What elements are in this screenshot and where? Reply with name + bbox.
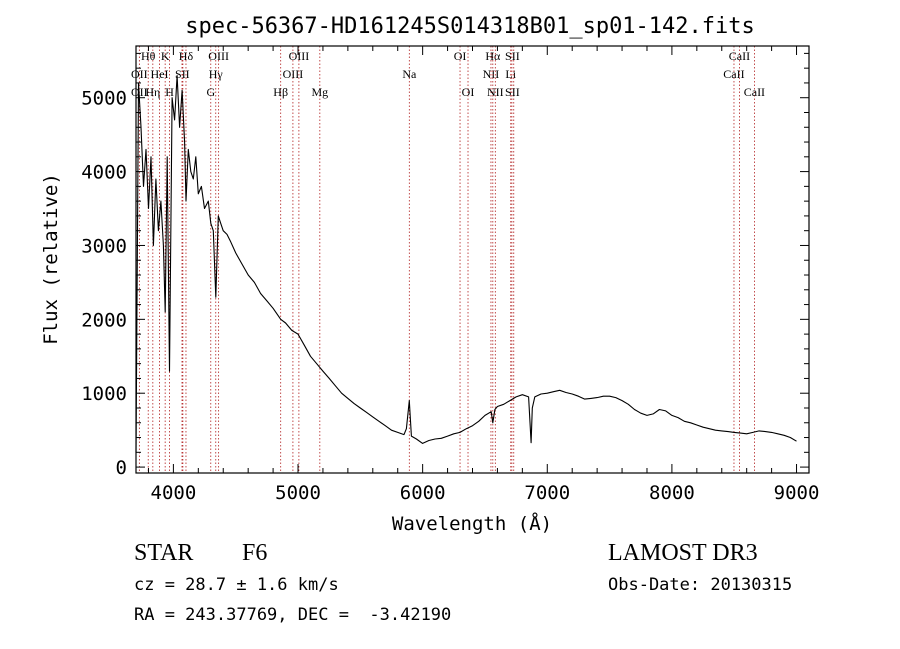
spectrum-series [135,75,797,453]
spectral-line-label: OI [462,85,475,99]
y-tick-label: 0 [116,457,127,479]
y-tick-label: 2000 [81,309,127,331]
observation-date: Obs-Date: 20130315 [608,575,792,595]
spectral-line-label: Hγ [209,67,224,81]
spectral-line-label: NII [483,67,500,81]
spectral-line-label: Li [505,67,516,81]
y-tick-label: 3000 [81,235,127,257]
spectral-line-label: SII [505,85,520,99]
spectral-line-label: SII [505,49,520,63]
spectral-line-label: Hη [145,85,160,99]
spectral-line-label: Hα [485,49,501,63]
spectral-line-label: CaII [744,85,765,99]
spectral-line-label: Mg [311,85,328,99]
y-tick-label: 5000 [81,88,127,110]
y-tick-label: 4000 [81,162,127,184]
spectral-line-label: OIII [283,67,304,81]
chart-title: spec-56367-HD161245S014318B01_sp01-142.f… [185,14,755,39]
spectral-line-label: OII [131,67,148,81]
x-tick-label: 7000 [524,482,570,504]
spectral-line-label: OIII [289,49,310,63]
spectral-line-label: OI [454,49,467,63]
x-tick-label: 6000 [400,482,446,504]
plot-frame [135,45,810,474]
spectrum-line-0 [135,75,797,453]
axes: 4000 5000 6000 7000 8000 9000 0 1000 2000 3000 400… [81,46,819,504]
survey-name: LAMOST DR3 [608,540,758,566]
spectral-line-label: Na [402,67,417,81]
x-tick-label: 9000 [774,482,820,504]
spectral-line-label: Hθ [141,49,156,63]
spectral-line-label: NII [487,85,504,99]
x-tick-label: 8000 [649,482,695,504]
spectral-line-label: Hβ [273,85,288,99]
spectral-line-label: H [165,85,174,99]
spectral-line-label: K [161,49,170,63]
x-tick-label: 4000 [151,482,197,504]
spectral-line-label: CaII [723,67,744,81]
coordinates-readout: RA = 243.37769, DEC = -3.42190 [134,605,451,625]
object-subclass: F6 [242,540,267,566]
object-class: STAR [134,540,193,566]
spectral-line-label: OIII [208,49,229,63]
y-axis-label: Flux (relative) [40,173,62,345]
spectral-line-label: HeI [151,67,169,81]
x-axis-label: Wavelength (Å) [392,512,552,535]
spectral-line-label: G [206,85,215,99]
y-tick-label: 1000 [81,383,127,405]
spectral-line-markers: OIIOIIHθHηHeIKHSIIHδGHγOIIIHβOIIIOIIIMgN… [131,46,765,473]
x-tick-label: 5000 [275,482,321,504]
redshift-readout: cz = 28.7 ± 1.6 km/s [134,575,339,595]
spectral-line-label: Hδ [179,49,194,63]
spectral-line-label: CaII [729,49,750,63]
